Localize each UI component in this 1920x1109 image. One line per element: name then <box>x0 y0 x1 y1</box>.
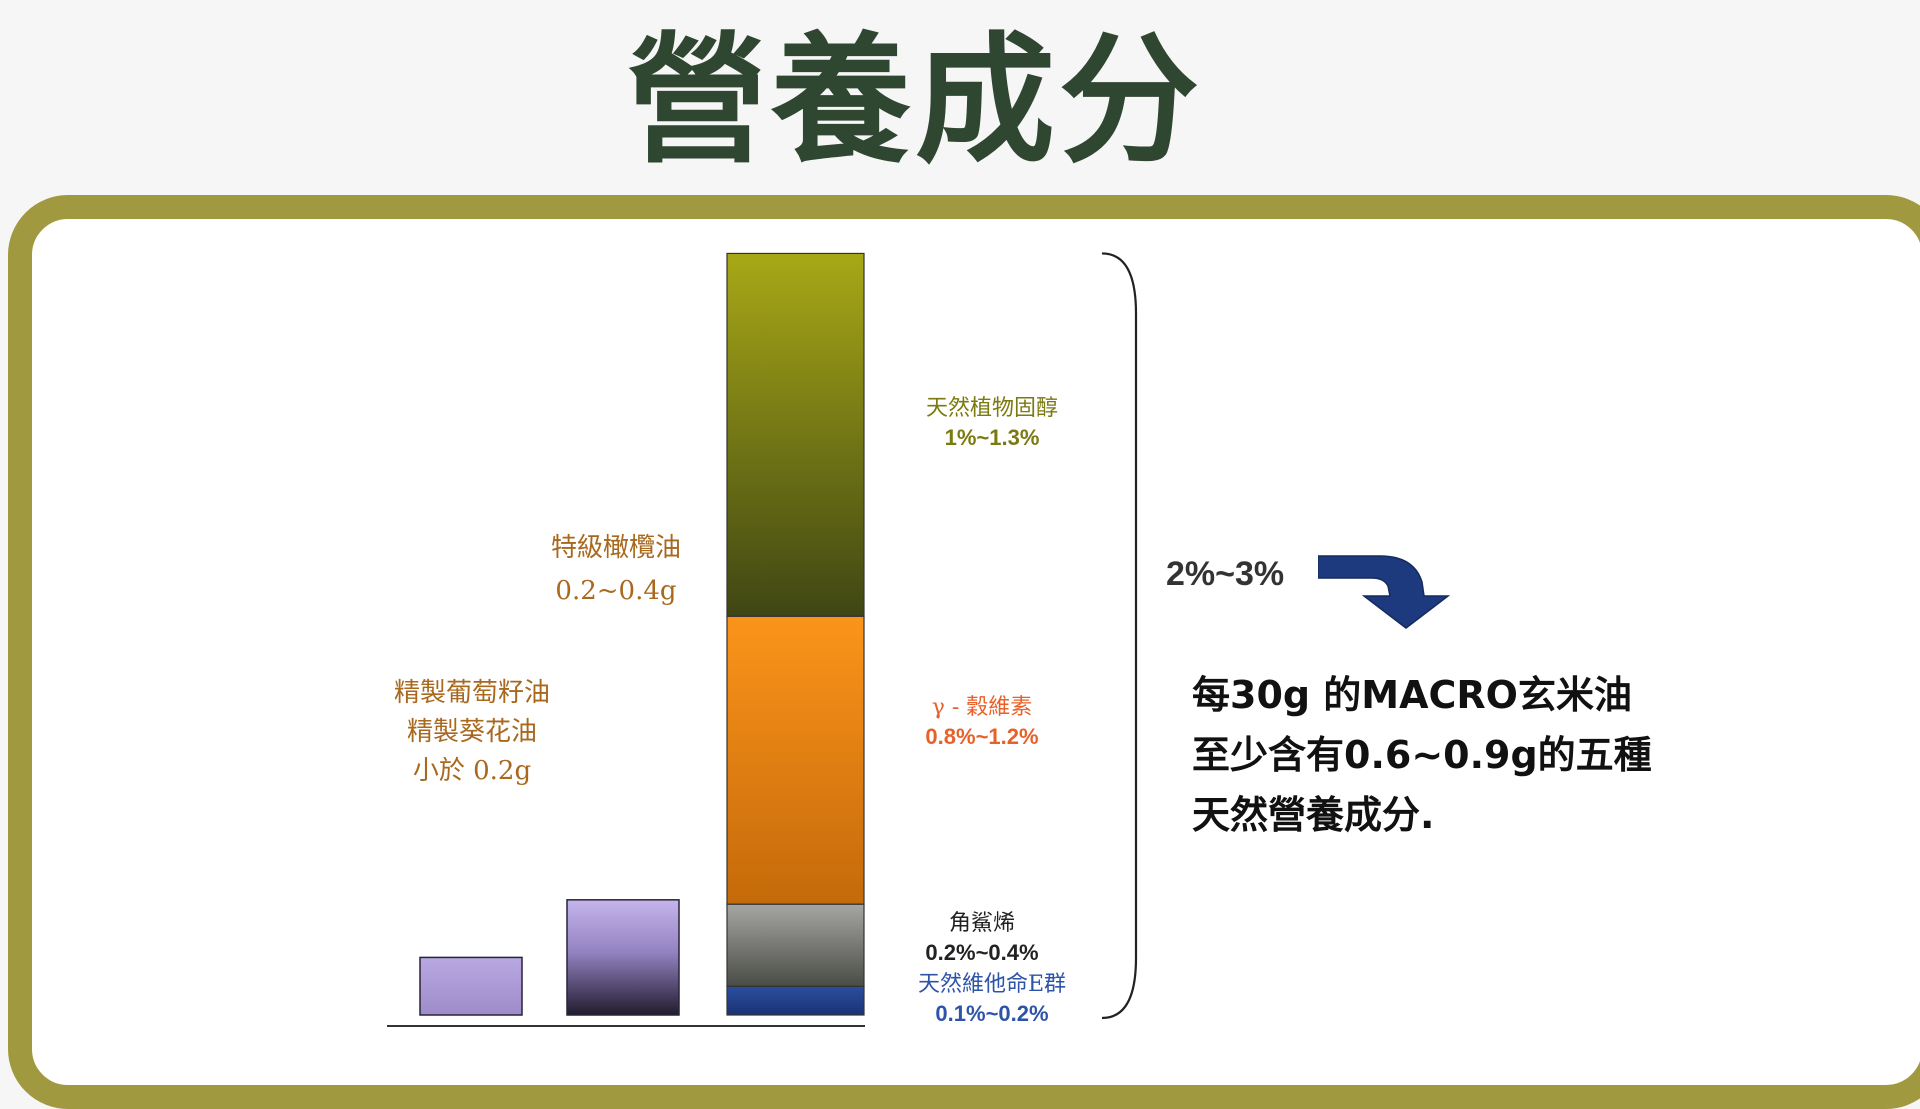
page-title: 營養成分 <box>626 20 1203 183</box>
nutrition-chart <box>387 252 1138 1027</box>
bar-label-line: 特級橄欖油 <box>550 533 681 563</box>
bar-label-olive-oil: 特級橄欖油 0.2~0.4g <box>516 527 716 613</box>
stacked-segment-3 <box>726 252 865 617</box>
segment-range: 0.2%~0.4% <box>925 939 1039 965</box>
description-line: 至少含有0.6~0.9g的五種 <box>1192 733 1652 777</box>
segment-label-vitamin-e: 天然維他命E群 0.1%~0.2% <box>882 971 1102 1028</box>
bar-label-line: 小於 0.2g <box>412 756 532 786</box>
total-range-label: 2%~3% <box>1166 555 1285 593</box>
curved-down-arrow-icon <box>1318 555 1451 629</box>
segment-label-oryzanol: γ - 穀維素 0.8%~1.2% <box>872 694 1092 751</box>
segment-range: 0.8%~1.2% <box>925 723 1039 749</box>
description-line: 每30g 的MACRO玄米油 <box>1192 673 1632 717</box>
description-line: 天然營養成分. <box>1192 793 1435 837</box>
bar-label-refined-oils: 精製葡萄籽油 精製葵花油 小於 0.2g <box>372 674 572 791</box>
stacked-segment-2 <box>726 615 865 905</box>
segment-label-squalene: 角鯊烯 0.2%~0.4% <box>872 910 1092 967</box>
bar-label-line: 精製葡萄籽油 <box>393 678 550 708</box>
total-bracket <box>1101 252 1138 1020</box>
segment-name: 天然維他命E群 <box>917 972 1067 997</box>
segment-range: 1%~1.3% <box>944 424 1040 450</box>
stacked-segment-1 <box>726 903 865 987</box>
segment-name: γ - 穀維素 <box>931 695 1033 720</box>
bar-label-line: 精製葵花油 <box>406 717 537 747</box>
chart-panel: 精製葡萄籽油 精製葵花油 小於 0.2g 特級橄欖油 0.2~0.4g 天然植物… <box>82 227 1842 1048</box>
bar-0 <box>419 956 523 1016</box>
segment-name: 天然植物固醇 <box>925 396 1058 421</box>
segment-range: 0.1%~0.2% <box>935 1000 1049 1026</box>
bar-1 <box>566 899 680 1016</box>
stacked-segment-0 <box>726 985 865 1016</box>
description-text: 每30g 的MACRO玄米油 至少含有0.6~0.9g的五種 天然營養成分. <box>1192 665 1712 845</box>
segment-name: 角鯊烯 <box>948 911 1015 936</box>
bar-label-line: 0.2~0.4g <box>555 575 677 606</box>
segment-label-sterols: 天然植物固醇 1%~1.3% <box>882 395 1102 452</box>
